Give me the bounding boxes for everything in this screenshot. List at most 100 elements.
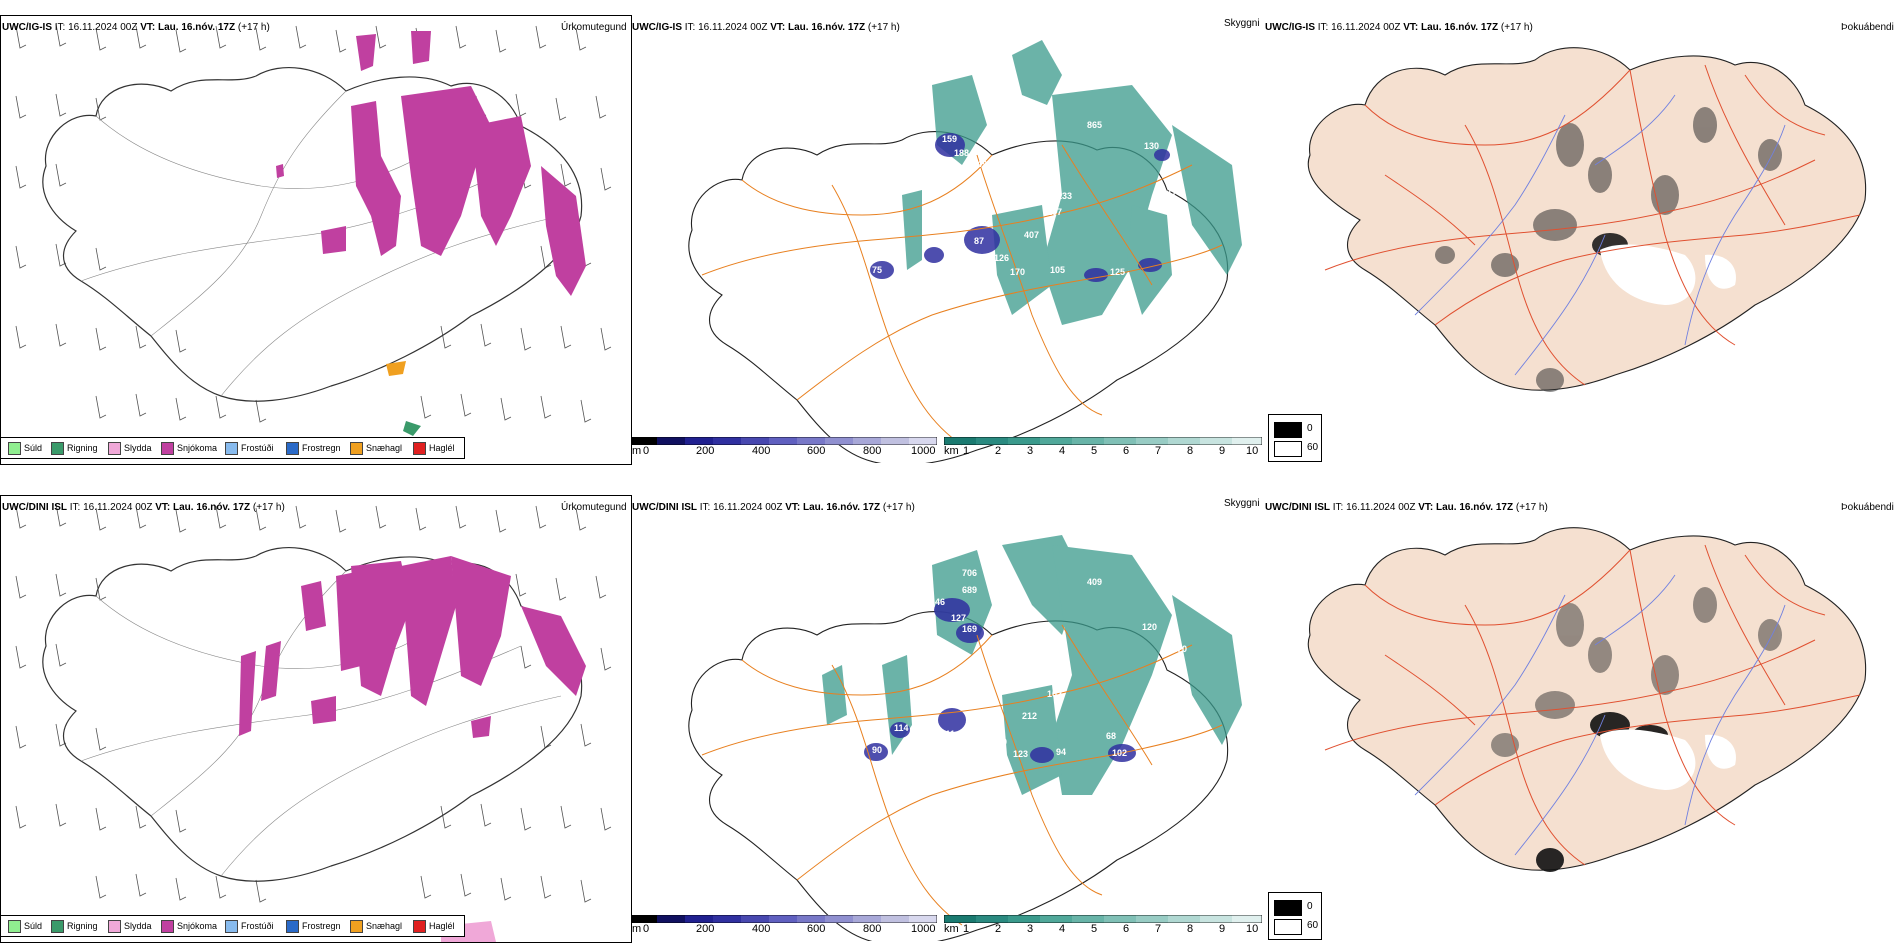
cloud-panel-2: UWC/DINI ISL IT: 16.11.2024 00Z VT: Lau.… [632, 495, 1262, 941]
row-1: Súld Rigning Slydda Snjókoma Frostúði Fr… [0, 0, 1900, 470]
legend-label-haglel: Haglél [429, 921, 455, 931]
fog-legend-swatch-black [1274, 900, 1302, 916]
title-precip-type-1: Úrkomutegund [561, 22, 627, 33]
fog-panel-2: UWC/DINI ISL IT: 16.11.2024 00Z VT: Lau.… [1265, 495, 1900, 941]
cloud-label: 170 [1010, 267, 1025, 277]
cloud-label: 120 [1142, 622, 1157, 632]
cloud-label: 125 [1110, 267, 1125, 277]
cloud-label: 246 [930, 597, 945, 607]
cloud-label: 68 [1106, 731, 1116, 741]
ceiling-tick: 0 [643, 445, 650, 457]
title-cloud-1: Skyggni [1224, 18, 1260, 29]
visibility-colorbar-1: km 1 2 3 4 5 6 7 8 9 10 [944, 437, 1262, 463]
cloud-label: 188 [954, 148, 969, 158]
fog-legend-swatch-black [1274, 422, 1302, 438]
ceiling-tick: 400 [752, 445, 771, 457]
title-cloud-2: Skyggni [1224, 498, 1260, 509]
cloud-label: 87 [974, 236, 984, 246]
ceiling-tick: 200 [696, 445, 715, 457]
precip-legend-1: Súld Rigning Slydda Snjókoma Frostúði Fr… [0, 437, 465, 459]
legend-swatch-slydda [108, 920, 121, 933]
cloud-label: 689 [962, 585, 977, 595]
ceiling-colorbar-2: m 0 200 400 600 800 1000 [632, 915, 937, 941]
vt-label: VT: [1418, 502, 1434, 513]
visibility-tick: 4 [1059, 445, 1066, 457]
ceiling-tick: 800 [863, 923, 882, 935]
ceiling-colorbar-gradient [632, 437, 937, 445]
lead-time: (+17 h) [252, 502, 285, 513]
title-fog-1: Þokuábendi [1841, 22, 1894, 33]
visibility-colorbar-2: km 1 2 3 4 5 6 7 8 9 10 [944, 915, 1262, 941]
legend-swatch-snjokoma [161, 442, 174, 455]
visibility-tick: 9 [1219, 923, 1226, 935]
header-fog-2: UWC/DINI ISL IT: 16.11.2024 00Z VT: Lau.… [1265, 502, 1548, 513]
legend-label-snjokoma: Snjókoma [177, 443, 218, 453]
it-label: IT: [54, 22, 66, 33]
visibility-tick: 6 [1123, 445, 1130, 457]
legend-swatch-rigning [51, 920, 64, 933]
visibility-tick: 1 [963, 923, 970, 935]
ceiling-tick: 800 [863, 445, 882, 457]
ceiling-tick: 200 [696, 923, 715, 935]
fog-legend-1: 0 60 [1268, 414, 1322, 462]
ceiling-colorbar-gradient [632, 915, 937, 923]
fog-legend-swatch-white [1274, 919, 1302, 935]
it-value: 16.11.2024 00Z [713, 502, 783, 513]
visibility-tick: 8 [1187, 923, 1194, 935]
cloud-label: 159 [942, 134, 957, 144]
precip-type-map-2 [15, 503, 612, 942]
legend-swatch-frostregn [286, 920, 299, 933]
fog-legend-label-0: 0 [1307, 423, 1313, 434]
fog-map-2 [1307, 527, 1867, 872]
precip-legend-2: Súld Rigning Slydda Snjókoma Frostúði Fr… [0, 915, 465, 937]
cloud-label: 149 [1044, 647, 1059, 657]
cloud-label: 114 [894, 723, 909, 733]
fog-legend-label-0: 0 [1307, 901, 1313, 912]
cloud-label: 126 [994, 253, 1009, 263]
legend-swatch-snaehagl [350, 920, 363, 933]
ceiling-unit: m [632, 923, 642, 935]
ceiling-colorbar-1: m 0 200 400 600 800 1000 [632, 437, 937, 463]
legend-label-frostregn: Frostregn [302, 921, 341, 931]
vt-value: Lau. 16.nóv. 17Z [1436, 502, 1514, 513]
lead-time: (+17 h) [882, 502, 915, 513]
vt-label: VT: [785, 502, 801, 513]
model-name: UWC/IG-IS [2, 22, 52, 33]
cloud-label: 130 [1144, 141, 1159, 151]
cloud-label: 108 [1169, 658, 1184, 668]
it-value: 16.11.2024 00Z [68, 22, 138, 33]
cloud-label: 841 [938, 648, 953, 658]
fog-legend-swatch-white [1274, 441, 1302, 457]
lead-time: (+17 h) [237, 22, 270, 33]
visibility-tick: 8 [1187, 445, 1194, 457]
cloud-label: 111 [941, 729, 955, 739]
legend-label-slydda: Slydda [124, 443, 152, 453]
fog-legend-label-60: 60 [1307, 442, 1319, 453]
precip-type-panel-1 [0, 15, 632, 465]
fog-legend-2: 0 60 [1268, 892, 1322, 940]
visibility-tick: 4 [1059, 923, 1066, 935]
visibility-tick: 10 [1246, 445, 1259, 457]
cloud-label: 170 [1172, 644, 1187, 654]
ceiling-tick: 1000 [911, 445, 936, 457]
cloud-label: 176 [935, 684, 950, 694]
row-2: Súld Rigning Slydda Snjókoma Frostúði Fr… [0, 480, 1900, 950]
title-precip-type-2: Úrkomutegund [561, 502, 627, 513]
it-value: 16.11.2024 00Z [1331, 22, 1401, 33]
ceiling-tick: 1000 [911, 923, 936, 935]
cloud-label: 94 [1056, 747, 1066, 757]
legend-label-frostregn: Frostregn [302, 443, 341, 453]
it-value: 16.11.2024 00Z [698, 22, 768, 33]
legend-swatch-haglel [413, 920, 426, 933]
cloud-label: 69 [842, 272, 852, 282]
legend-swatch-haglel [413, 442, 426, 455]
cloud-label: 123 [1013, 749, 1028, 759]
cloud-label: 157 [955, 187, 970, 197]
visibility-tick: 2 [995, 445, 1002, 457]
legend-swatch-slydda [108, 442, 121, 455]
cloud-label: 865 [1087, 120, 1102, 130]
cloud-label: 105 [1050, 265, 1065, 275]
cloud-label: 107 [1047, 207, 1062, 217]
legend-label-snaehagl: Snæhagl [366, 921, 403, 931]
precip-type-map-1 [15, 23, 612, 436]
